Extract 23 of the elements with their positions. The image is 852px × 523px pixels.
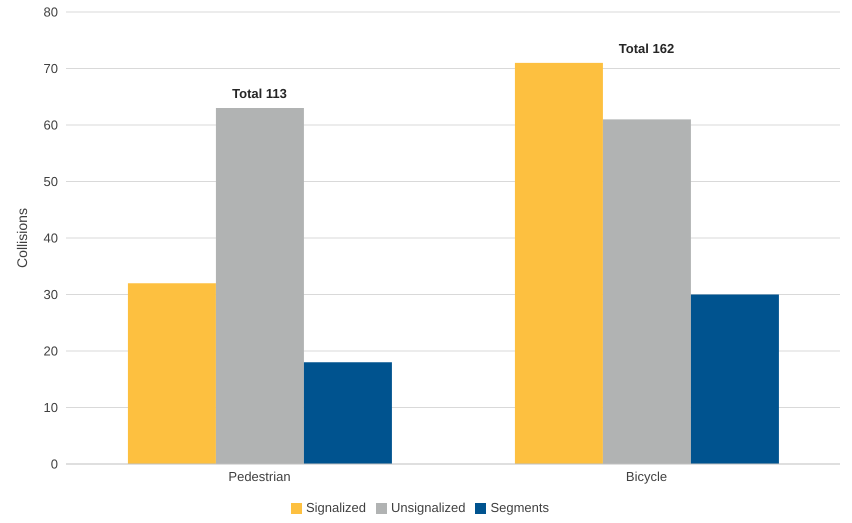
y-tick-label: 20 (44, 344, 58, 359)
y-tick-label: 0 (50, 456, 58, 472)
x-tick-label: Pedestrian (228, 469, 291, 484)
total-label: Total 113 (232, 86, 287, 102)
bar (602, 119, 691, 464)
bar (216, 108, 304, 464)
bar (690, 294, 779, 464)
y-tick-label: 40 (44, 230, 58, 246)
total-label: Total 162 (618, 40, 674, 56)
bar (514, 62, 603, 464)
y-tick-label: 80 (44, 4, 58, 20)
y-tick-label: 70 (44, 61, 58, 76)
y-axis-title: Collisions (14, 208, 30, 268)
legend-label: Signalized (306, 500, 366, 515)
y-tick-label: 50 (44, 174, 58, 190)
legend-label: Unsignalized (391, 500, 466, 515)
bar (304, 362, 392, 464)
y-tick-label: 60 (44, 118, 58, 133)
legend-label: Segments (490, 500, 549, 515)
bar (128, 283, 216, 464)
y-tick-label: 30 (44, 287, 58, 302)
y-tick-label: 10 (44, 400, 58, 416)
x-tick-label: Bicycle (626, 469, 668, 484)
